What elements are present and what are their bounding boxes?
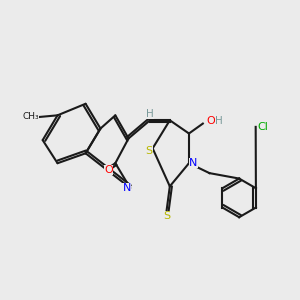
Text: S: S xyxy=(163,211,170,220)
Text: Cl: Cl xyxy=(258,122,268,132)
Text: N: N xyxy=(189,158,198,168)
Text: S: S xyxy=(146,146,153,156)
Text: H: H xyxy=(215,116,223,126)
Text: O: O xyxy=(206,116,214,126)
Text: N: N xyxy=(122,183,131,193)
Text: CH₃: CH₃ xyxy=(22,112,39,122)
Text: H: H xyxy=(146,109,154,119)
Text: O: O xyxy=(104,165,113,175)
